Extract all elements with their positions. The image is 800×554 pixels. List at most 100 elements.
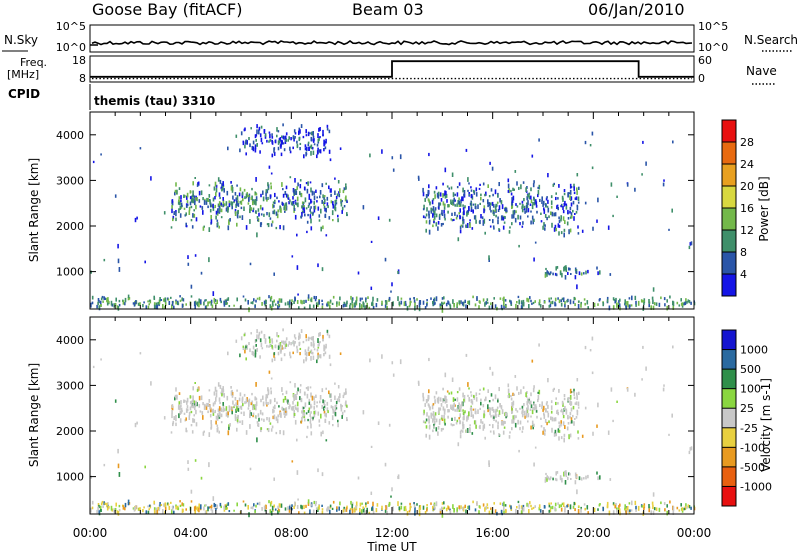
power-echo bbox=[180, 202, 183, 207]
power-echo bbox=[329, 158, 332, 162]
velocity-echo bbox=[355, 501, 358, 507]
power-echo bbox=[500, 200, 503, 205]
velocity-echo bbox=[437, 426, 440, 430]
power-echo bbox=[517, 214, 519, 220]
power-echo bbox=[576, 284, 578, 290]
power-echo bbox=[485, 191, 487, 196]
velocity-echo bbox=[212, 411, 215, 416]
velocity-echo bbox=[612, 502, 615, 506]
velocity-echo bbox=[209, 404, 211, 410]
velocity-echo bbox=[664, 508, 666, 512]
power-echo bbox=[323, 139, 325, 144]
power-echo bbox=[337, 180, 340, 184]
power-echo bbox=[388, 296, 391, 301]
velocity-echo bbox=[480, 419, 482, 424]
velocity-echo bbox=[527, 420, 529, 423]
power-echo bbox=[520, 300, 523, 305]
velocity-echo bbox=[159, 502, 161, 507]
power-echo bbox=[115, 297, 117, 302]
velocity-echo bbox=[191, 400, 194, 403]
power-echo bbox=[428, 213, 430, 219]
velocity-echo bbox=[498, 410, 501, 415]
velocity-echo bbox=[521, 507, 523, 512]
power-echo bbox=[282, 193, 285, 198]
velocity-echo bbox=[269, 509, 272, 513]
power-echo bbox=[254, 148, 257, 153]
power-echo bbox=[566, 299, 568, 303]
power-echo bbox=[229, 218, 231, 222]
velocity-echo bbox=[548, 504, 551, 508]
velocity-echo bbox=[296, 438, 298, 442]
power-echo bbox=[641, 173, 643, 176]
velocity-echo bbox=[272, 408, 274, 414]
velocity-echo bbox=[428, 418, 430, 424]
velocity-echo bbox=[219, 401, 221, 405]
power-echo bbox=[293, 189, 295, 194]
velocity-echo bbox=[249, 348, 251, 353]
power-echo bbox=[132, 302, 135, 305]
power-echo bbox=[301, 205, 303, 209]
velocity-echo bbox=[268, 500, 270, 504]
velocity-echo bbox=[461, 402, 463, 406]
velocity-echo bbox=[239, 406, 242, 409]
power-echo bbox=[219, 207, 221, 213]
power-echo bbox=[439, 202, 442, 206]
power-echo bbox=[516, 205, 519, 208]
velocity-echo bbox=[455, 422, 458, 425]
velocity-echo bbox=[472, 500, 474, 504]
power-echo bbox=[199, 205, 202, 208]
velocity-echo bbox=[475, 397, 478, 402]
power-echo bbox=[562, 210, 565, 214]
power-echo bbox=[602, 302, 604, 307]
velocity-echo bbox=[297, 498, 299, 501]
velocity-echo bbox=[285, 407, 287, 411]
velocity-echo bbox=[544, 432, 546, 436]
power-echo bbox=[218, 225, 220, 229]
velocity-echo bbox=[560, 504, 562, 508]
velocity-echo bbox=[114, 399, 117, 403]
velocity-echo bbox=[289, 404, 291, 408]
power-echo bbox=[183, 207, 186, 210]
power-echo bbox=[300, 299, 302, 304]
velocity-echo bbox=[345, 388, 347, 391]
power-echo bbox=[310, 218, 312, 224]
velocity-echo bbox=[538, 343, 540, 347]
velocity-echo bbox=[236, 406, 238, 411]
velocity-echo bbox=[431, 404, 434, 410]
velocity-echo bbox=[316, 401, 318, 404]
power-echo bbox=[212, 206, 215, 211]
power-echo bbox=[313, 201, 315, 205]
power-echo bbox=[440, 198, 443, 202]
power-echo bbox=[178, 196, 181, 200]
velocity-echo bbox=[428, 424, 431, 428]
velocity-echo bbox=[486, 506, 489, 509]
power-echo bbox=[247, 202, 250, 205]
power-echo bbox=[202, 226, 205, 231]
power-echo bbox=[222, 181, 224, 186]
velocity-echo bbox=[418, 382, 420, 386]
velocity-echo bbox=[480, 398, 482, 401]
velocity-echo bbox=[223, 393, 225, 398]
velocity-echo bbox=[306, 425, 309, 429]
velocity-echo bbox=[326, 508, 328, 512]
power-echo bbox=[158, 299, 161, 305]
power-echo bbox=[336, 301, 338, 305]
velocity-echo bbox=[103, 463, 106, 467]
velocity-echo bbox=[198, 507, 200, 513]
power-echo bbox=[235, 197, 237, 201]
velocity-echo bbox=[469, 407, 472, 411]
power-echo bbox=[171, 301, 174, 306]
power-echo bbox=[272, 201, 275, 204]
power-echo bbox=[294, 136, 296, 139]
velocity-echo bbox=[499, 502, 502, 505]
power-echo bbox=[183, 194, 185, 198]
velocity-echo bbox=[627, 509, 629, 513]
velocity-echo bbox=[577, 437, 580, 440]
power-echo bbox=[346, 212, 348, 216]
velocity-echo bbox=[473, 394, 475, 398]
velocity-echo bbox=[203, 405, 206, 410]
velocity-echo bbox=[546, 475, 548, 479]
velocity-echo bbox=[171, 404, 174, 409]
velocity-echo bbox=[190, 410, 193, 414]
power-echo bbox=[564, 275, 567, 280]
